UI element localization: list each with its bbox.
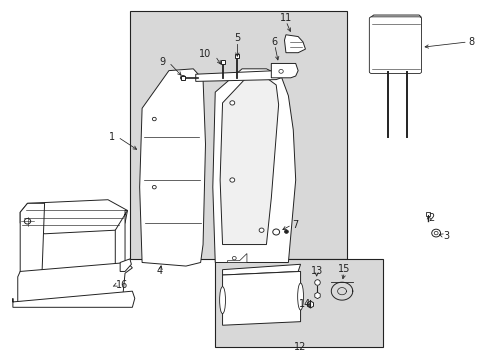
Ellipse shape — [229, 178, 234, 182]
Ellipse shape — [24, 219, 31, 224]
Ellipse shape — [259, 228, 264, 232]
Polygon shape — [195, 71, 281, 81]
Text: 4: 4 — [156, 266, 162, 276]
Text: 9: 9 — [159, 57, 165, 67]
Ellipse shape — [180, 76, 185, 80]
Text: 3: 3 — [443, 231, 448, 240]
FancyBboxPatch shape — [368, 17, 421, 73]
Ellipse shape — [433, 231, 437, 235]
Text: 13: 13 — [310, 266, 322, 276]
Polygon shape — [20, 200, 127, 234]
Ellipse shape — [229, 101, 234, 105]
Text: 15: 15 — [338, 264, 350, 274]
Ellipse shape — [284, 230, 288, 233]
Polygon shape — [271, 63, 298, 78]
Polygon shape — [140, 69, 205, 266]
Ellipse shape — [297, 283, 303, 310]
Text: 10: 10 — [199, 49, 211, 59]
Polygon shape — [18, 262, 132, 302]
Ellipse shape — [219, 287, 225, 314]
Text: 6: 6 — [271, 37, 277, 47]
Bar — [130, 12, 346, 259]
Polygon shape — [120, 259, 131, 271]
Polygon shape — [222, 264, 300, 275]
Polygon shape — [222, 271, 300, 325]
Polygon shape — [284, 35, 305, 53]
Text: 1: 1 — [109, 132, 115, 142]
Polygon shape — [115, 211, 127, 284]
Ellipse shape — [232, 256, 236, 260]
Ellipse shape — [431, 229, 440, 237]
Text: 7: 7 — [292, 220, 298, 230]
Text: 12: 12 — [294, 342, 306, 352]
Text: 2: 2 — [427, 213, 434, 222]
Polygon shape — [212, 69, 295, 262]
Bar — [215, 259, 383, 347]
Text: 8: 8 — [468, 37, 474, 47]
Ellipse shape — [272, 229, 279, 235]
Polygon shape — [13, 291, 135, 307]
Polygon shape — [227, 253, 246, 262]
Polygon shape — [20, 203, 44, 280]
Ellipse shape — [152, 117, 156, 121]
Polygon shape — [220, 78, 278, 244]
Ellipse shape — [152, 185, 156, 189]
Text: 5: 5 — [234, 33, 240, 43]
Text: 11: 11 — [279, 13, 291, 23]
Ellipse shape — [278, 69, 283, 73]
Polygon shape — [369, 15, 420, 72]
Text: 16: 16 — [116, 280, 128, 290]
Text: 14: 14 — [299, 299, 311, 309]
